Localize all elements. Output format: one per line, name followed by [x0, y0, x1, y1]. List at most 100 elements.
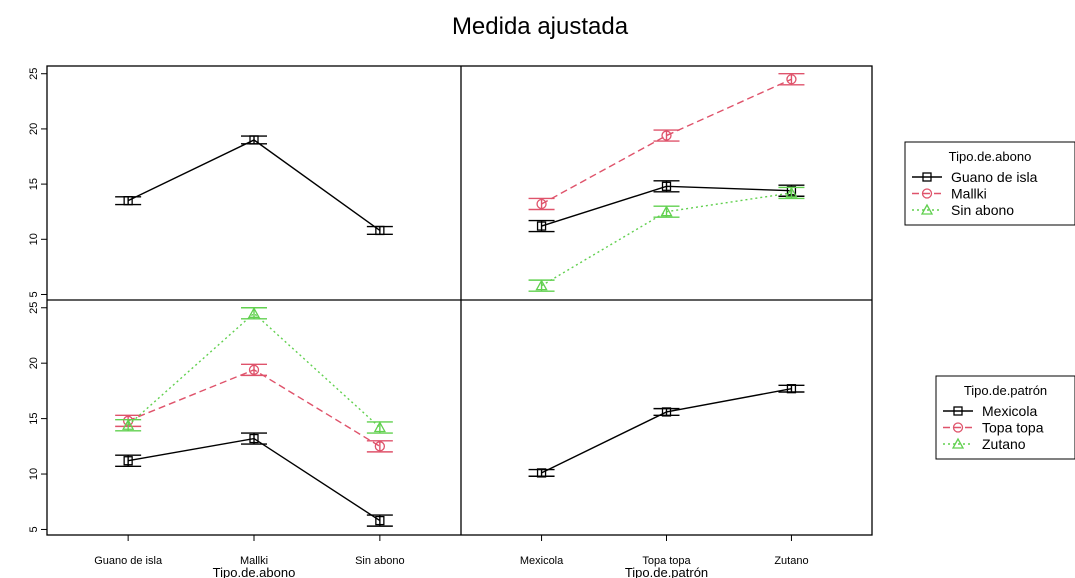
y-tick-label: 15	[28, 178, 40, 190]
series-line	[541, 78, 792, 205]
data-point	[535, 279, 548, 291]
chart-title: Medida ajustada	[452, 13, 629, 40]
panel-bottom-left	[115, 306, 393, 527]
error-bar	[653, 407, 680, 416]
y-tick-label: 10	[28, 468, 40, 480]
series-mallki	[528, 73, 805, 211]
x-tick-label: Mexicola	[520, 555, 564, 567]
x-tick-label: Mallki	[240, 555, 268, 567]
y-axis-row-2: 5 10 15 20 25	[28, 302, 47, 533]
legend-label: Zutano	[982, 436, 1026, 452]
legend-label: Topa topa	[982, 420, 1044, 436]
data-point	[785, 186, 798, 198]
legend-marker	[920, 203, 934, 215]
legend-entry: Mexicola	[943, 403, 1037, 419]
series-line	[127, 312, 381, 428]
series-line	[128, 437, 381, 522]
error-bar	[528, 468, 555, 477]
data-point	[661, 181, 672, 191]
panel-bottom-right	[528, 384, 805, 478]
legend-marker	[951, 437, 965, 449]
error-bar	[778, 73, 805, 86]
x-axis-col-1: Guano de isla Mallki Sin abono Tipo.de.abon…	[94, 535, 405, 578]
data-point	[786, 74, 797, 85]
error-bar	[528, 197, 555, 211]
legend-entry: Zutano	[943, 436, 1026, 452]
y-tick-label: 5	[28, 526, 40, 532]
y-tick-label: 20	[28, 357, 40, 369]
y-axis-row-1: 5 10 15 20 25	[28, 68, 47, 298]
series-sin-abono	[528, 186, 805, 292]
data-point	[536, 221, 547, 231]
series-0	[528, 384, 805, 478]
x-tick-label: Zutano	[774, 555, 808, 567]
data-point	[661, 130, 672, 141]
error-bar	[778, 384, 805, 393]
error-bar	[653, 129, 680, 142]
x-tick-label: Guano de isla	[94, 555, 163, 567]
data-point	[123, 456, 133, 466]
legend-label: Sin abono	[951, 202, 1014, 218]
data-point	[661, 407, 672, 417]
series-line	[127, 139, 381, 232]
data-point	[374, 441, 386, 452]
series-zutano	[115, 306, 393, 434]
x-axis-col-2: Mexicola Topa topa Zutano Tipo.de.patrón	[520, 535, 809, 578]
series-0	[115, 135, 393, 236]
data-point	[249, 433, 259, 444]
legend-label: Guano de isla	[951, 169, 1038, 185]
legend-marker	[922, 172, 932, 182]
data-point	[375, 225, 385, 236]
data-point	[536, 468, 547, 478]
series-line	[541, 387, 792, 474]
legend-marker	[953, 406, 963, 416]
error-bar	[241, 363, 267, 377]
legend-entry: Sin abono	[912, 202, 1014, 218]
y-tick-label: 10	[28, 233, 40, 245]
data-point	[123, 196, 133, 206]
x-axis-title: Tipo.de.abono	[213, 565, 296, 578]
legend-marker	[952, 422, 964, 433]
y-tick-label: 25	[28, 68, 40, 80]
error-bar	[241, 135, 267, 145]
panel-top-left	[115, 135, 393, 236]
data-point	[660, 205, 673, 217]
legend-label: Mallki	[951, 186, 987, 202]
y-tick-label: 25	[28, 302, 40, 314]
error-bar	[366, 440, 393, 453]
legend-box	[935, 375, 1075, 460]
data-point	[249, 135, 259, 145]
axes-layer: 5 10 15 20 25 5 10 15 20 25 Guano de isla Mallki Sin…	[28, 65, 873, 578]
data-point	[786, 384, 797, 394]
y-tick-label: 15	[28, 412, 40, 424]
legend-entry: Mallki	[912, 186, 987, 202]
panels-layer	[115, 73, 805, 527]
data-point	[122, 418, 135, 430]
y-tick-label: 20	[28, 123, 40, 135]
error-bar	[366, 225, 393, 236]
data-point	[375, 515, 385, 526]
legend-title: Tipo.de.patrón	[964, 383, 1047, 398]
legend-marker	[921, 188, 933, 199]
x-axis-title: Tipo.de.patrón	[625, 565, 708, 578]
x-tick-label: Topa topa	[642, 555, 691, 567]
data-point	[373, 421, 386, 433]
panel-top-right	[528, 73, 805, 292]
legend-label: Mexicola	[982, 403, 1037, 419]
series-mexicola	[115, 432, 393, 527]
panel-frames	[46, 65, 873, 536]
data-point	[536, 198, 547, 210]
legend-entry: Guano de isla	[912, 169, 1038, 185]
legend-entry: Topa topa	[943, 420, 1044, 436]
y-tick-label: 5	[28, 291, 40, 297]
x-tick-label: Sin abono	[355, 555, 405, 567]
data-point	[248, 364, 260, 375]
data-point	[247, 306, 261, 318]
legend-box	[904, 141, 1075, 226]
error-bar	[115, 196, 142, 206]
legend-title: Tipo.de.abono	[949, 149, 1032, 164]
